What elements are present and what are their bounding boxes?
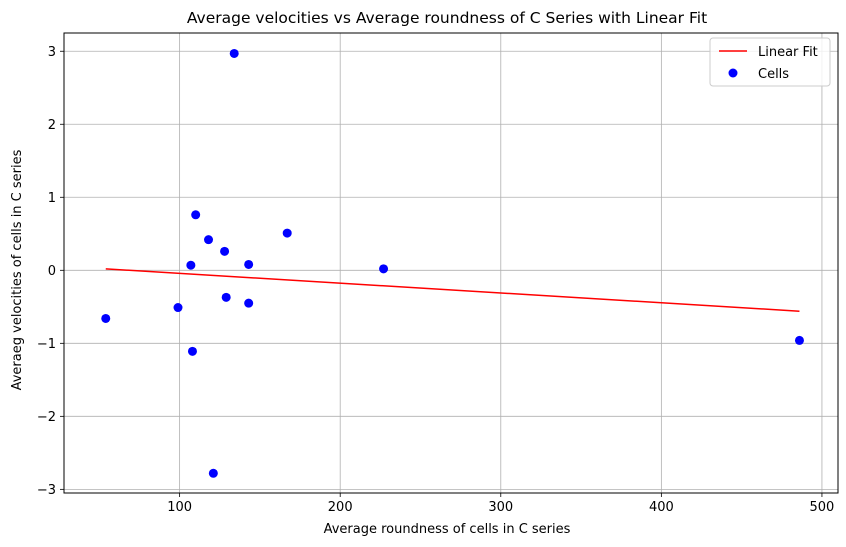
cell-point	[220, 246, 230, 256]
x-tick-label: 400	[649, 500, 674, 515]
y-axis-label: Averaeg velocities of cells in C series	[10, 149, 25, 390]
cell-point	[379, 264, 389, 274]
y-tick-label: −1	[37, 337, 56, 352]
cell-point	[204, 235, 214, 245]
cell-point	[221, 292, 231, 302]
cell-point	[244, 259, 254, 269]
legend: Linear Fit Cells	[709, 37, 831, 87]
grid	[64, 33, 838, 493]
linear-fit-layer	[105, 268, 800, 312]
cell-point	[794, 335, 804, 345]
cell-point	[191, 210, 201, 220]
scatter-points	[101, 48, 804, 478]
plot-frame	[63, 32, 839, 494]
cell-point	[101, 313, 111, 323]
y-tick-label: −2	[37, 410, 56, 425]
cell-point	[187, 346, 197, 356]
y-axis-ticks: −3 −2 −1 0 1 2 3	[37, 45, 64, 498]
y-tick-label: 2	[48, 118, 56, 133]
cell-point	[244, 298, 254, 308]
x-axis-label: Average roundness of cells in C series	[324, 522, 571, 537]
cell-point	[282, 228, 292, 238]
legend-box	[709, 37, 831, 87]
x-tick-label: 100	[167, 500, 192, 515]
x-tick-label: 200	[328, 500, 353, 515]
y-tick-label: 0	[48, 264, 56, 279]
legend-cells-swatch	[728, 68, 738, 78]
legend-linear-fit-label: Linear Fit	[758, 45, 818, 60]
cell-point	[208, 468, 218, 478]
cell-point	[186, 260, 196, 270]
legend-cells-label: Cells	[758, 67, 789, 82]
linear-fit-line	[105, 268, 800, 312]
y-tick-label: 3	[48, 45, 56, 60]
chart-title: Average velocities vs Average roundness …	[187, 9, 707, 27]
y-tick-label: 1	[48, 191, 56, 206]
x-tick-label: 300	[488, 500, 513, 515]
cell-point	[173, 303, 183, 313]
x-tick-label: 500	[810, 500, 835, 515]
x-axis-ticks: 100 200 300 400 500	[167, 493, 834, 515]
y-tick-label: −3	[37, 483, 56, 498]
cell-point	[229, 48, 239, 58]
